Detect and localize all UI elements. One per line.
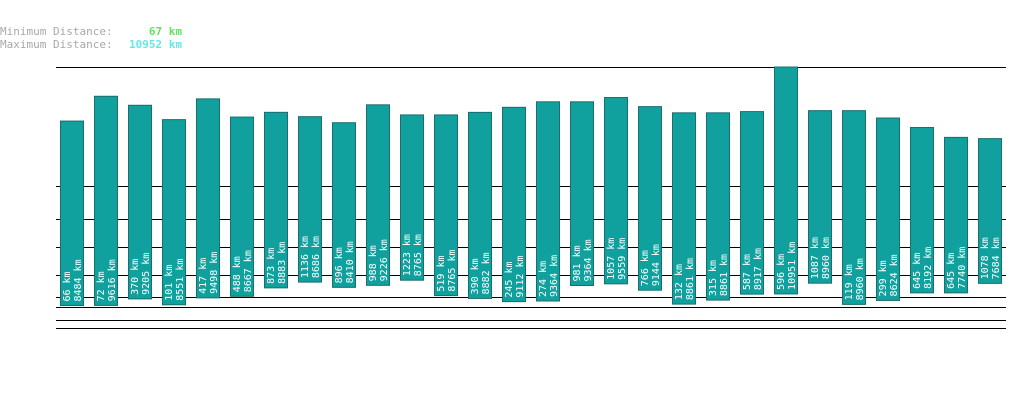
maximum-distance-label: Maximum Distance: [0,38,113,51]
bar-low-label-21: 587 km [742,254,753,290]
range-bar-9 [332,122,356,288]
bar-high-label-15: 9364 km [549,255,560,297]
bar-high-label-3: 9205 km [141,253,152,295]
bar-high-label-8: 8686 km [311,236,322,278]
bar-high-label-9: 8410 km [345,241,356,283]
bar-high-label-14: 9112 km [515,255,526,297]
range-bar-17 [604,97,628,285]
bar-low-label-17: 1057 km [606,238,617,280]
bar-high-label-20: 8861 km [719,254,730,296]
bar-high-label-6: 8667 km [243,250,254,292]
range-bar-16 [570,101,594,287]
range-bar-13 [468,111,492,299]
bar-low-label-4: 101 km [164,265,175,301]
bar-high-label-17: 9559 km [617,238,628,280]
bar-low-label-22: 596 km [776,254,787,290]
bar-low-label-6: 488 km [232,256,243,292]
range-bar-27 [944,136,968,294]
range-bar-11 [400,114,424,281]
range-bar-2 [94,95,118,306]
distance-summary: Minimum Distance: 67 km Maximum Distance:… [0,25,182,51]
maximum-distance-row: Maximum Distance: 10952 km [0,38,182,51]
bar-high-label-26: 8192 km [923,247,934,289]
range-bar-14 [502,106,526,303]
range-bar-25 [876,117,900,301]
bar-low-label-5: 417 km [198,258,209,294]
bar-high-label-21: 8917 km [753,248,764,290]
bar-high-label-2: 9616 km [107,259,118,301]
bar-low-label-28: 1078 km [980,237,991,279]
range-bar-4 [162,119,186,306]
bar-high-label-27: 7740 km [957,247,968,289]
bar-high-label-12: 8765 km [447,249,458,291]
bar-low-label-27: 645 km [946,253,957,289]
bar-high-label-7: 8883 km [277,242,288,284]
range-bar-12 [434,114,458,297]
minimum-distance-row: Minimum Distance: 67 km [0,25,182,38]
bar-high-label-25: 8624 km [889,254,900,296]
range-bar-6 [230,116,254,297]
bar-high-label-5: 9498 km [209,252,220,294]
bar-high-label-18: 9144 km [651,244,662,286]
bar-high-label-11: 8765 km [413,234,424,276]
maximum-distance-value: 10952 km [129,38,182,51]
bar-low-label-19: 132 km [674,264,685,300]
bar-low-label-18: 766 km [640,250,651,286]
minimum-distance-label: Minimum Distance: [0,25,113,38]
range-bar-26 [910,126,934,294]
bar-low-label-1: 66 km [62,271,73,301]
range-bar-23 [808,110,832,284]
range-bar-20 [706,112,730,301]
range-bar-5 [196,98,220,299]
bar-low-label-23: 1087 km [810,237,821,279]
bar-low-label-16: 981 km [572,245,583,281]
bar-high-label-22: 10951 km [787,242,798,290]
range-bar-15 [536,101,560,302]
range-bar-3 [128,104,152,300]
bar-low-label-15: 274 km [538,261,549,297]
bar-low-label-25: 299 km [878,260,889,296]
bar-high-label-4: 8551 km [175,259,186,301]
bar-low-label-24: 119 km [844,264,855,300]
bar-high-label-16: 9364 km [583,239,594,281]
range-bar-8 [298,116,322,283]
range-bar-1 [60,120,84,307]
bar-low-label-3: 370 km [130,259,141,295]
range-bar-10 [366,104,390,286]
bar-low-label-10: 988 km [368,245,379,281]
bar-high-label-23: 8960 km [821,237,832,279]
bar-high-label-13: 8882 km [481,252,492,294]
bar-low-label-13: 390 km [470,258,481,294]
bar-low-label-26: 645 km [912,253,923,289]
bar-high-label-10: 9226 km [379,239,390,281]
minimum-distance-value: 67 km [148,25,182,38]
range-bar-19 [672,112,696,305]
range-bar-22 [774,66,798,295]
bar-low-label-11: 1223 km [402,234,413,276]
bar-low-label-7: 873 km [266,248,277,284]
range-bar-7 [264,111,288,289]
range-bar-24 [842,110,866,305]
range-bar-28 [978,138,1002,284]
range-bar-21 [740,111,764,295]
bar-high-label-19: 8861 km [685,258,696,300]
bar-high-label-24: 8960 km [855,258,866,300]
bar-high-label-28: 7684 km [991,237,1002,279]
bar-low-label-9: 896 km [334,247,345,283]
bar-low-label-14: 245 km [504,262,515,298]
bar-low-label-2: 72 km [96,271,107,301]
bar-low-label-20: 315 km [708,260,719,296]
bar-low-label-12: 519 km [436,256,447,292]
bar-low-label-8: 1136 km [300,236,311,278]
range-bar-18 [638,106,662,291]
bar-high-label-1: 8484 km [73,259,84,301]
